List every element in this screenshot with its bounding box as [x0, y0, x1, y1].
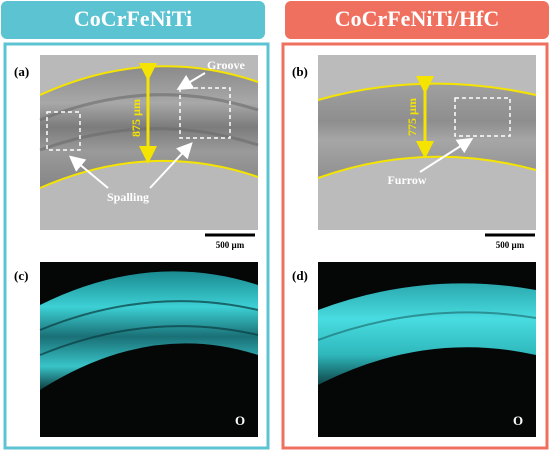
frame: [3, 42, 270, 450]
annotation: Furrow: [387, 173, 426, 187]
micrograph-c: [39, 262, 259, 437]
panel-label: (b): [292, 64, 308, 79]
header: CoCrFeNiTi/HfC: [335, 6, 500, 31]
micrograph-b: [317, 55, 537, 230]
micrograph-d: [317, 262, 537, 437]
scale-label: 500 µm: [496, 240, 525, 250]
header-box: [1, 1, 265, 39]
header: CoCrFeNiTi: [74, 6, 192, 31]
element-label: O: [513, 413, 523, 428]
annotation: 775 µm: [405, 98, 419, 136]
frame: [281, 42, 549, 450]
annotation: 875 µm: [129, 99, 143, 137]
panel-label: (c): [14, 268, 28, 283]
micrograph-a: [39, 55, 259, 230]
annotation: Groove: [207, 58, 245, 72]
header-box: [285, 1, 549, 39]
element-label: O: [235, 413, 245, 428]
panel-label: (a): [14, 64, 29, 79]
panel-label: (d): [292, 268, 308, 283]
annotation: Spalling: [107, 190, 149, 204]
scale-label: 500 µm: [216, 240, 245, 250]
